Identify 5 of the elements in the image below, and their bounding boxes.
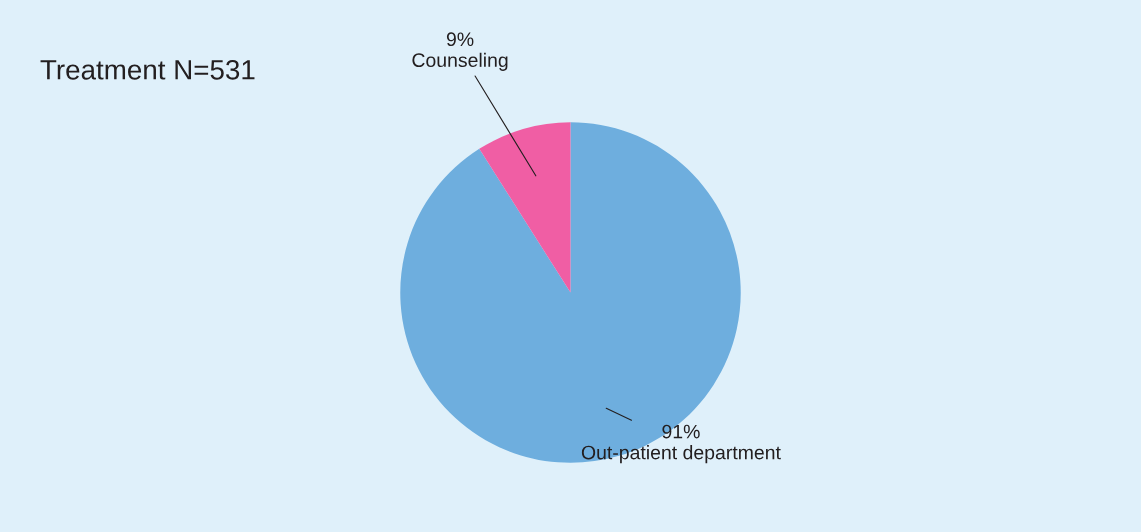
text: Treatment N=531 (40, 59, 255, 80)
data-label: 91% (662, 424, 700, 439)
slice-label: Counseling (412, 52, 508, 71)
slice-label: Out-patient department (581, 445, 781, 464)
data-label: 9% (446, 32, 474, 47)
